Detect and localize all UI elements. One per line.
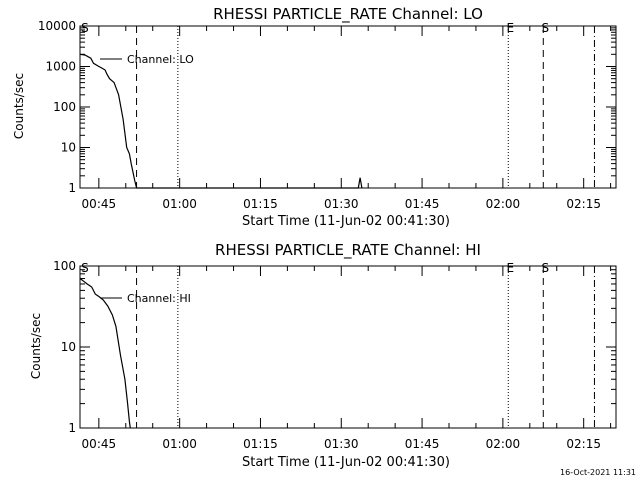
panel-lo: RHESSI PARTICLE_RATE Channel: LO Counts/… [12,5,617,229]
plot-frame-hi [79,265,617,429]
legend-hi: Channel: HI [100,292,191,305]
timestamp: 16-Oct-2021 11:31 [560,468,636,477]
y-axis-label-hi: Counts/sec [29,313,43,379]
x-tick-label-lo: 01:45 [405,197,440,211]
series-lo [79,53,363,189]
x-tick-label-lo: 01:30 [324,197,359,211]
marker-label-hi: S [541,261,549,275]
legend-lo: Channel: LO [100,53,194,66]
x-axis-label-hi: Start Time (11-Jun-02 00:41:30) [242,455,450,470]
marker-label-lo: S [541,21,549,35]
y-axis-label-lo: Counts/sec [12,73,26,139]
series-line-hi [79,278,131,429]
x-tick-label-hi: 01:15 [243,437,278,451]
x-tick-label-lo: 02:00 [486,197,521,211]
y-tick-label-lo: 100 [53,100,76,114]
plot-frame-lo [79,25,617,189]
y-tick-label-lo: 10000 [38,19,76,33]
y-tick-label-hi: 1 [68,421,76,435]
marker-label-hi: S [81,261,89,275]
x-tick-label-hi: 00:45 [82,437,117,451]
y-tick-label-lo: 1000 [45,60,76,74]
series-line-lo [79,53,363,189]
legend-label-lo: Channel: LO [127,53,194,66]
x-tick-label-hi: 01:30 [324,437,359,451]
chart-title-lo: RHESSI PARTICLE_RATE Channel: LO [213,5,483,24]
y-tick-label-hi: 100 [53,259,76,273]
axes-hi: 1 10 100 00:45 01:00 01:15 01:30 01:45 02:00 02:1… [53,259,616,451]
x-tick-label-hi: 02:15 [566,437,601,451]
y-tick-label-lo: 10 [61,141,76,155]
y-tick-label-hi: 10 [61,340,76,354]
chart-title-hi: RHESSI PARTICLE_RATE Channel: HI [215,241,481,260]
x-tick-label-hi: 01:45 [405,437,440,451]
y-tick-label-lo: 1 [68,181,76,195]
x-tick-label-lo: 00:45 [82,197,117,211]
panel-hi: RHESSI PARTICLE_RATE Channel: HI Counts/… [29,241,617,470]
x-tick-label-lo: 01:00 [162,197,197,211]
x-tick-label-hi: 02:00 [486,437,521,451]
marker-label-lo: E [506,21,514,35]
x-tick-label-lo: 01:15 [243,197,278,211]
legend-label-hi: Channel: HI [127,292,191,305]
x-tick-label-lo: 02:15 [566,197,601,211]
marker-label-hi: E [506,261,514,275]
axes-lo: 1 10 100 1000 10000 00:45 01:00 01:15 01:30 01:45… [38,19,616,211]
x-axis-label-lo: Start Time (11-Jun-02 00:41:30) [242,214,450,229]
x-tick-label-hi: 01:00 [162,437,197,451]
series-hi [79,278,131,429]
